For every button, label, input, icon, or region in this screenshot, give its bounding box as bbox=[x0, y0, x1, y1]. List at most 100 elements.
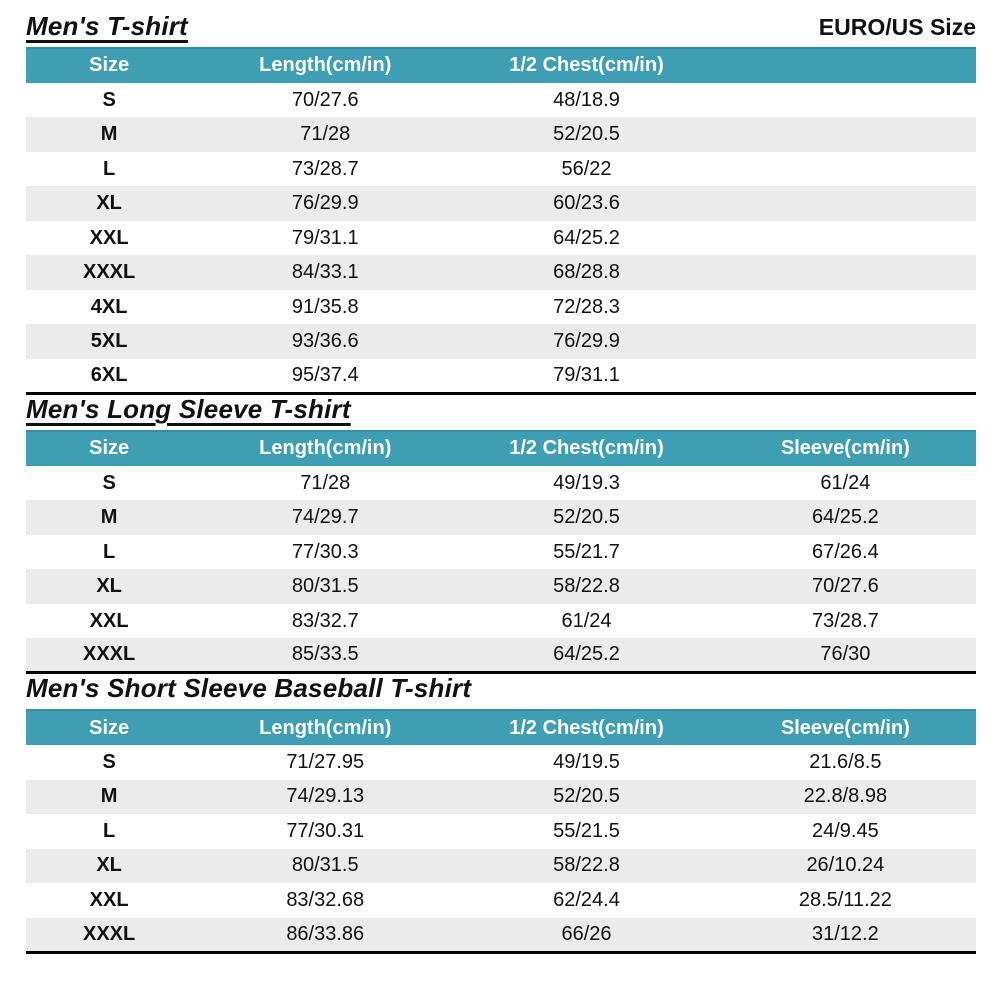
table-row: XXXL 84/33.1 68/28.8 bbox=[26, 255, 976, 290]
size-cell: 6XL bbox=[26, 358, 193, 394]
table-row: XXL 83/32.68 62/24.4 28.5/11.22 bbox=[26, 883, 976, 918]
title-row: Men's Long Sleeve T-shirt bbox=[26, 393, 976, 425]
table-row: L 77/30.3 55/21.7 67/26.4 bbox=[26, 534, 976, 570]
measurement-cell: 22.8/8.98 bbox=[714, 779, 976, 815]
measurement-cell: 61/24 bbox=[458, 603, 715, 639]
measurement-cell: 91/35.8 bbox=[192, 289, 459, 325]
measurement-cell: 71/28 bbox=[192, 117, 459, 152]
measurement-cell: 52/20.5 bbox=[458, 500, 715, 535]
column-header: Size bbox=[26, 429, 193, 466]
table-title-mens-long-sleeve-tshirt: Men's Long Sleeve T-shirt bbox=[26, 393, 351, 424]
measurement-cell: 72/28.3 bbox=[458, 289, 715, 325]
column-header: Sleeve(cm/in) bbox=[714, 429, 976, 466]
measurement-cell bbox=[714, 324, 976, 359]
table-header: Size Length(cm/in) 1/2 Chest(cm/in) Sleeve(… bbox=[26, 709, 976, 746]
measurement-cell: 74/29.13 bbox=[192, 779, 459, 815]
column-header: 1/2 Chest(cm/in) bbox=[458, 709, 715, 746]
measurement-cell: 55/21.5 bbox=[458, 814, 715, 849]
title-row: Men's Short Sleeve Baseball T-shirt bbox=[26, 673, 976, 704]
measurement-cell: 73/28.7 bbox=[192, 151, 459, 187]
measurement-cell bbox=[714, 289, 976, 325]
table-body: S 71/28 49/19.3 61/24 M 74/29.7 52/20.5 64/25.2… bbox=[26, 465, 976, 673]
measurement-cell: 83/32.7 bbox=[192, 603, 459, 639]
header-row: Size Length(cm/in) 1/2 Chest(cm/in) Sleeve(… bbox=[26, 429, 976, 466]
measurement-cell: 58/22.8 bbox=[458, 569, 715, 604]
measurement-cell: 74/29.7 bbox=[192, 500, 459, 535]
column-header: Length(cm/in) bbox=[192, 429, 459, 466]
column-header: Size bbox=[26, 46, 193, 83]
measurement-cell bbox=[714, 358, 976, 394]
measurement-cell: 31/12.2 bbox=[714, 917, 976, 953]
section-mens-short-sleeve-baseball-tshirt: Men's Short Sleeve Baseball T-shirt Size… bbox=[26, 673, 976, 954]
table-row: 4XL 91/35.8 72/28.3 bbox=[26, 289, 976, 325]
measurement-cell: 56/22 bbox=[458, 151, 715, 187]
size-standard-label: EURO/US Size bbox=[818, 14, 976, 41]
column-header: Length(cm/in) bbox=[192, 709, 459, 746]
table-row: M 74/29.7 52/20.5 64/25.2 bbox=[26, 500, 976, 535]
table-row: S 70/27.6 48/18.9 bbox=[26, 82, 976, 118]
measurement-cell: 71/27.95 bbox=[192, 745, 459, 780]
table-title-mens-short-sleeve-baseball-tshirt: Men's Short Sleeve Baseball T-shirt bbox=[26, 673, 472, 704]
table-row: L 73/28.7 56/22 bbox=[26, 151, 976, 187]
table-row: S 71/28 49/19.3 61/24 bbox=[26, 465, 976, 501]
table-row: 5XL 93/36.6 76/29.9 bbox=[26, 324, 976, 359]
table-row: XL 80/31.5 58/22.8 70/27.6 bbox=[26, 569, 976, 604]
table-row: XXXL 86/33.86 66/26 31/12.2 bbox=[26, 917, 976, 953]
table-header: Size Length(cm/in) 1/2 Chest(cm/in) Sleeve(… bbox=[26, 429, 976, 466]
section-mens-tshirt: Men's T-shirt EURO/US Size Size Length(cm… bbox=[26, 11, 976, 395]
measurement-cell: 79/31.1 bbox=[458, 358, 715, 394]
size-cell: XXXL bbox=[26, 255, 193, 290]
size-cell: S bbox=[26, 745, 193, 780]
measurement-cell: 64/25.2 bbox=[458, 220, 715, 256]
measurement-cell: 49/19.3 bbox=[458, 465, 715, 501]
column-header: 1/2 Chest(cm/in) bbox=[458, 429, 715, 466]
table-header: Size Length(cm/in) 1/2 Chest(cm/in) bbox=[26, 46, 976, 83]
measurement-cell: 71/28 bbox=[192, 465, 459, 501]
table-row: XL 80/31.5 58/22.8 26/10.24 bbox=[26, 848, 976, 884]
measurement-cell bbox=[714, 220, 976, 256]
size-cell: S bbox=[26, 82, 193, 118]
column-header: Size bbox=[26, 709, 193, 746]
measurement-cell bbox=[714, 117, 976, 152]
measurement-cell: 24/9.45 bbox=[714, 814, 976, 849]
mens-long-sleeve-tshirt-table: Size Length(cm/in) 1/2 Chest(cm/in) Sleeve(… bbox=[26, 429, 976, 675]
measurement-cell: 66/26 bbox=[458, 917, 715, 953]
measurement-cell: 48/18.9 bbox=[458, 82, 715, 118]
measurement-cell: 58/22.8 bbox=[458, 848, 715, 884]
size-cell: XXXL bbox=[26, 917, 193, 953]
size-cell: S bbox=[26, 465, 193, 501]
measurement-cell: 79/31.1 bbox=[192, 220, 459, 256]
table-row: S 71/27.95 49/19.5 21.6/8.5 bbox=[26, 745, 976, 780]
measurement-cell: 49/19.5 bbox=[458, 745, 715, 780]
column-header: Sleeve(cm/in) bbox=[714, 709, 976, 746]
table-row: M 74/29.13 52/20.5 22.8/8.98 bbox=[26, 779, 976, 815]
size-cell: M bbox=[26, 779, 193, 815]
measurement-cell: 62/24.4 bbox=[458, 883, 715, 918]
measurement-cell: 83/32.68 bbox=[192, 883, 459, 918]
measurement-cell: 84/33.1 bbox=[192, 255, 459, 290]
measurement-cell: 85/33.5 bbox=[192, 638, 459, 673]
table-row: XXXL 85/33.5 64/25.2 76/30 bbox=[26, 638, 976, 673]
measurement-cell: 70/27.6 bbox=[192, 82, 459, 118]
table-row: L 77/30.31 55/21.5 24/9.45 bbox=[26, 814, 976, 849]
measurement-cell: 55/21.7 bbox=[458, 534, 715, 570]
header-row: Size Length(cm/in) 1/2 Chest(cm/in) bbox=[26, 46, 976, 83]
measurement-cell bbox=[714, 82, 976, 118]
measurement-cell: 21.6/8.5 bbox=[714, 745, 976, 780]
header-row: Size Length(cm/in) 1/2 Chest(cm/in) Sleeve(… bbox=[26, 709, 976, 746]
size-cell: XL bbox=[26, 186, 193, 221]
table-row: 6XL 95/37.4 79/31.1 bbox=[26, 358, 976, 394]
table-body: S 70/27.6 48/18.9 M 71/28 52/20.5 L 73/28.7 56/2… bbox=[26, 82, 976, 394]
measurement-cell: 52/20.5 bbox=[458, 779, 715, 815]
measurement-cell: 95/37.4 bbox=[192, 358, 459, 394]
size-cell: L bbox=[26, 151, 193, 187]
measurement-cell: 77/30.31 bbox=[192, 814, 459, 849]
measurement-cell: 86/33.86 bbox=[192, 917, 459, 953]
measurement-cell bbox=[714, 255, 976, 290]
table-title-mens-tshirt: Men's T-shirt bbox=[26, 11, 188, 41]
column-header bbox=[714, 46, 976, 83]
size-cell: 4XL bbox=[26, 289, 193, 325]
measurement-cell bbox=[714, 151, 976, 187]
measurement-cell: 93/36.6 bbox=[192, 324, 459, 359]
measurement-cell: 80/31.5 bbox=[192, 569, 459, 604]
